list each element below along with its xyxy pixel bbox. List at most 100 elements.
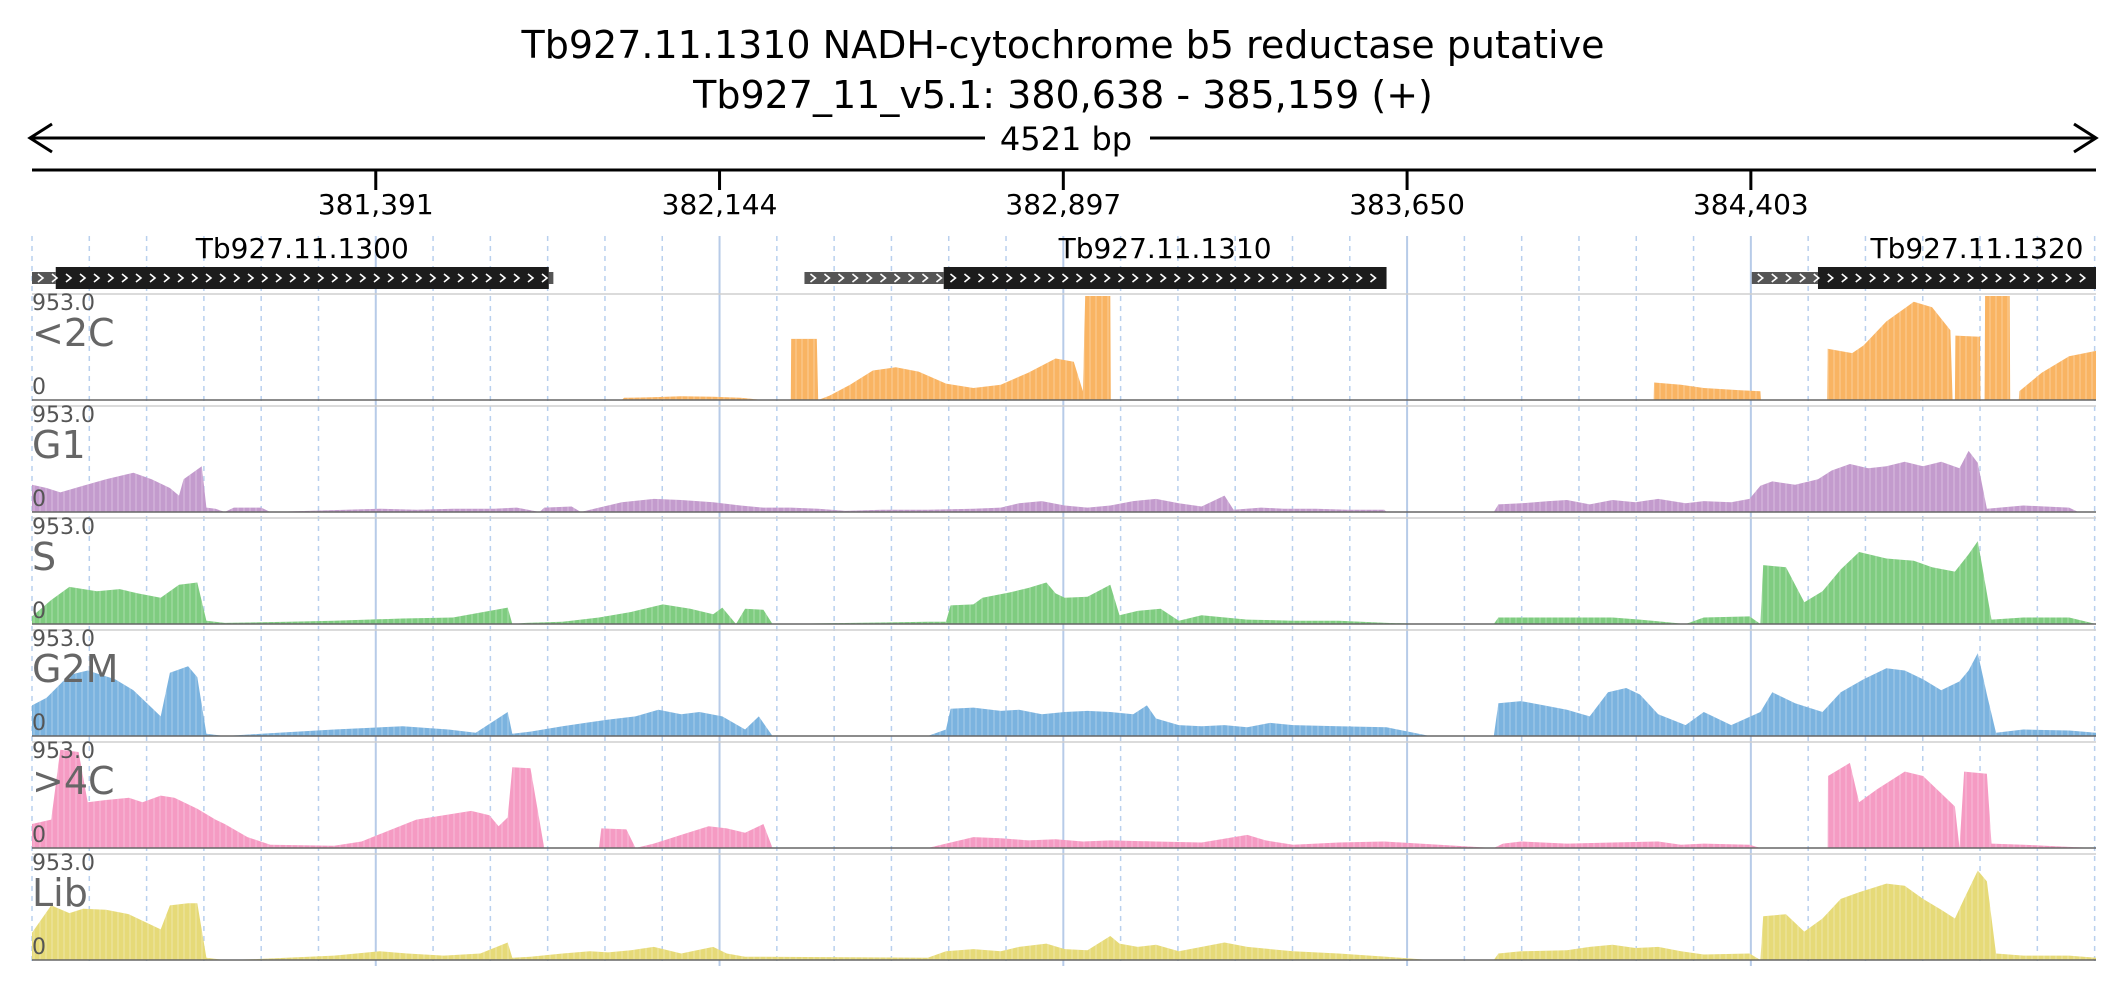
strand-arrow-icon — [1757, 273, 1765, 283]
strand-arrow-icon — [261, 273, 269, 283]
strand-arrow-icon — [1201, 273, 1209, 283]
coverage-area — [32, 541, 2096, 624]
strand-arrow-icon — [977, 273, 985, 283]
strand-arrow-icon — [1341, 273, 1349, 283]
strand-arrow-icon — [949, 273, 957, 283]
strand-arrow-icon — [1229, 273, 1237, 283]
strand-arrow-icon — [471, 273, 479, 283]
y-min-label: 0 — [32, 375, 46, 400]
strand-arrow-icon — [1075, 273, 1083, 283]
coverage-area — [32, 749, 2096, 848]
strand-arrow-icon — [373, 273, 381, 283]
y-max-label: 953.0 — [32, 739, 95, 764]
strand-arrow-icon — [135, 273, 143, 283]
y-max-label: 953.0 — [32, 627, 95, 652]
strand-arrow-icon — [1131, 273, 1139, 283]
strand-arrow-icon — [1117, 273, 1125, 283]
strand-arrow-icon — [513, 273, 521, 283]
strand-arrow-icon — [1271, 273, 1279, 283]
strand-arrow-icon — [1771, 273, 1779, 283]
y-min-label: 0 — [32, 935, 46, 960]
x-tick-label: 381,391 — [318, 188, 434, 221]
strand-arrow-icon — [823, 273, 831, 283]
strand-arrow-icon — [499, 273, 507, 283]
track-name: Lib — [32, 871, 88, 915]
strand-arrow-icon — [2065, 273, 2073, 283]
strand-arrow-icon — [879, 273, 887, 283]
strand-arrow-icon — [1967, 273, 1975, 283]
span-label: 4521 bp — [1000, 120, 1132, 158]
strand-arrow-icon — [1925, 273, 1933, 283]
strand-arrow-icon — [1257, 273, 1265, 283]
strand-arrow-icon — [2023, 273, 2031, 283]
strand-arrow-icon — [1785, 273, 1793, 283]
strand-arrow-icon — [247, 273, 255, 283]
gene-utr — [548, 272, 554, 284]
strand-arrow-icon — [1019, 273, 1027, 283]
strand-arrow-icon — [317, 273, 325, 283]
strand-arrow-icon — [107, 273, 115, 283]
strand-arrow-icon — [65, 273, 73, 283]
coverage-area — [32, 653, 2096, 736]
strand-arrow-icon — [2037, 273, 2045, 283]
strand-arrow-icon — [149, 273, 157, 283]
strand-arrow-icon — [2009, 273, 2017, 283]
strand-arrow-icon — [1313, 273, 1321, 283]
strand-arrow-icon — [191, 273, 199, 283]
strand-arrow-icon — [79, 273, 87, 283]
strand-arrow-icon — [1939, 273, 1947, 283]
strand-arrow-icon — [303, 273, 311, 283]
strand-arrow-icon — [851, 273, 859, 283]
strand-arrow-icon — [527, 273, 535, 283]
strand-arrow-icon — [1145, 273, 1153, 283]
strand-arrow-icon — [991, 273, 999, 283]
strand-arrow-icon — [837, 273, 845, 283]
strand-arrow-icon — [233, 273, 241, 283]
strand-arrow-icon — [1855, 273, 1863, 283]
strand-arrow-icon — [163, 273, 171, 283]
gene-track: Tb927.11.1300 Tb927.11.1310 Tb927.11.1320 — [32, 232, 2096, 289]
span-ruler: 4521 bp — [27, 120, 2099, 158]
strand-arrow-icon — [1005, 273, 1013, 283]
strand-arrow-icon — [2051, 273, 2059, 283]
strand-arrow-icon — [1089, 273, 1097, 283]
x-tick-label: 382,897 — [1005, 188, 1121, 221]
gene-cds — [55, 267, 549, 289]
strand-arrow-icon — [205, 273, 213, 283]
y-max-label: 953.0 — [32, 851, 95, 876]
span-arrow-left-icon — [27, 122, 53, 154]
strand-arrow-icon — [1995, 273, 2003, 283]
strand-arrow-icon — [275, 273, 283, 283]
x-tick-label: 384,403 — [1693, 188, 1809, 221]
strand-arrow-icon — [907, 273, 915, 283]
gene-label: Tb927.11.1320 — [1869, 232, 2083, 265]
chart-subtitle: Tb927_11_v5.1: 380,638 - 385,159 (+) — [692, 73, 1433, 117]
strand-arrow-icon — [1299, 273, 1307, 283]
strand-arrow-icon — [289, 273, 297, 283]
coverage-area — [32, 870, 2096, 960]
strand-arrow-icon — [1103, 273, 1111, 283]
strand-arrow-icon — [935, 273, 943, 283]
x-tick-label: 382,144 — [662, 188, 778, 221]
strand-arrow-icon — [401, 273, 409, 283]
y-min-label: 0 — [32, 487, 46, 512]
chart-title: Tb927.11.1310 NADH-cytochrome b5 reducta… — [521, 23, 1605, 67]
gene-label: Tb927.11.1310 — [1058, 232, 1272, 265]
strand-arrow-icon — [331, 273, 339, 283]
strand-arrow-icon — [963, 273, 971, 283]
strand-arrow-icon — [1981, 273, 1989, 283]
strand-arrow-icon — [1285, 273, 1293, 283]
strand-arrow-icon — [1173, 273, 1181, 283]
strand-arrow-icon — [457, 273, 465, 283]
x-axis: 381,391 382,144 382,897 383,650 384,403 — [32, 168, 2096, 221]
strand-arrow-icon — [865, 273, 873, 283]
strand-arrow-icon — [1897, 273, 1905, 283]
strand-arrow-icon — [1215, 273, 1223, 283]
strand-arrow-icon — [2079, 273, 2087, 283]
track-name: <2C — [32, 311, 115, 355]
y-min-label: 0 — [32, 711, 46, 736]
strand-arrow-icon — [1243, 273, 1251, 283]
strand-arrow-icon — [1061, 273, 1069, 283]
y-max-label: 953.0 — [32, 403, 95, 428]
